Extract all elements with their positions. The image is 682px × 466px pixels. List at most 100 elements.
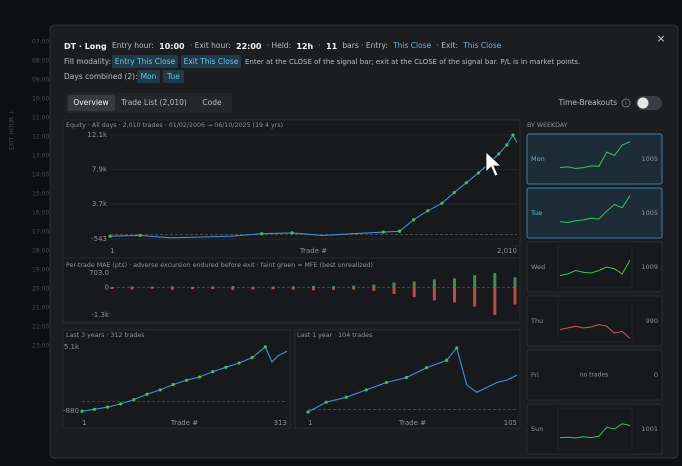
panel <box>294 329 521 429</box>
new-high-point <box>324 400 328 404</box>
weekday-card[interactable] <box>526 187 663 239</box>
close-button[interactable]: × <box>656 32 665 45</box>
x-tick-label: 2,010 <box>497 247 517 255</box>
excursion-bar <box>150 286 154 288</box>
new-high-point <box>108 234 112 238</box>
new-high-point <box>505 143 509 147</box>
spark-frame <box>557 299 633 343</box>
panel <box>62 329 291 429</box>
weekday-card[interactable] <box>526 403 663 455</box>
hour-label: 11:00 <box>32 115 49 122</box>
weekday-count: 1005 <box>641 155 658 163</box>
y-tick-label: -880 <box>63 407 79 415</box>
excursion-bar <box>211 286 215 288</box>
header-text: Entry hour: <box>112 41 154 50</box>
chart-title: Last 3 years · 312 trades <box>66 332 145 339</box>
excursion-bar <box>372 287 376 291</box>
new-high-point <box>158 388 162 392</box>
chip <box>181 55 241 68</box>
excursion-bar <box>231 286 235 288</box>
x-axis-label: Trade # <box>299 247 327 255</box>
sparkline <box>559 195 631 224</box>
hour-label: 12:00 <box>32 134 49 141</box>
toggle-knob <box>637 97 649 109</box>
hour-label: 08:00 <box>32 58 49 65</box>
tab[interactable]: Trade List (2,010) <box>120 98 187 107</box>
excursion-bar <box>311 287 315 291</box>
chip-text: Exit This Close <box>184 57 239 66</box>
new-high-point <box>211 370 215 374</box>
x-axis-label: Trade # <box>170 419 198 427</box>
excursion-bar <box>150 287 154 289</box>
new-high-point <box>198 375 202 379</box>
tab[interactable]: Overview <box>73 98 108 107</box>
excursion-bar <box>271 286 275 288</box>
x-tick-label: 1 <box>110 247 114 255</box>
header-text: bars · Entry: <box>342 41 387 50</box>
excursion-bar <box>473 287 477 307</box>
header-text: · <box>318 41 320 50</box>
new-high-point <box>138 233 142 237</box>
excursion-bar <box>231 287 235 290</box>
excursion-bar <box>513 287 517 305</box>
tab[interactable]: Code <box>202 98 222 107</box>
excursion-bar <box>291 286 295 288</box>
x-tick-label: 313 <box>274 419 287 427</box>
excursion-bar <box>211 287 215 289</box>
weekday-card[interactable] <box>526 349 663 401</box>
weekday-count: 0 <box>654 371 658 379</box>
y-tick-label: 0 <box>105 284 109 292</box>
excursion-bar <box>170 286 174 288</box>
hour-label: 19:00 <box>32 267 49 274</box>
weekday-card[interactable] <box>526 241 663 293</box>
new-high-point <box>426 209 430 213</box>
excursion-bar <box>372 284 376 288</box>
header-text: · Held: <box>267 41 291 50</box>
y-tick-label: 703.0 <box>89 269 109 277</box>
spark-frame <box>557 407 633 451</box>
excursion-bar <box>251 286 255 288</box>
weekday-name: Tue <box>530 209 542 217</box>
y-tick-label: 12.1k <box>87 131 108 139</box>
excursion-bar <box>392 282 396 288</box>
toggle-label: Time-Breakouts <box>558 98 617 107</box>
chip <box>112 55 178 68</box>
new-high-point <box>511 133 515 137</box>
new-high-point <box>119 402 123 406</box>
header-link[interactable]: This Close <box>462 41 502 50</box>
new-high-point <box>412 218 416 222</box>
weekday-count: 1005 <box>641 209 658 217</box>
chart-title: Per-trade MAE (pts) · adverse excursion … <box>66 262 373 269</box>
weekday-name: Sun <box>531 425 543 433</box>
y-tick-label: 7.9k <box>92 166 108 174</box>
info-icon[interactable] <box>621 98 631 108</box>
x-tick-label: 1 <box>82 419 86 427</box>
header-link[interactable]: This Close <box>392 41 432 50</box>
new-high-point <box>397 229 402 233</box>
tab-active <box>68 95 115 111</box>
weekday-card[interactable] <box>526 295 663 347</box>
chip-text: Mon <box>141 72 157 81</box>
new-high-point <box>384 380 388 385</box>
new-high-point <box>464 181 468 185</box>
y-tick-label: -1.3k <box>91 311 110 319</box>
hour-label: 17:00 <box>32 229 49 236</box>
new-high-point <box>306 410 310 414</box>
spark-frame <box>557 137 633 181</box>
excursion-bar <box>332 287 336 290</box>
panel <box>62 257 521 323</box>
excursion-bar <box>412 281 416 288</box>
excursion-bar <box>130 286 134 288</box>
new-high-point <box>260 232 264 236</box>
excursion-bar <box>110 287 114 289</box>
weekday-note: no trades <box>580 372 609 379</box>
excursion-bar <box>311 285 315 288</box>
sparkline <box>559 259 631 277</box>
x-axis-label: Trade # <box>398 419 426 427</box>
x-tick-label: 105 <box>504 419 517 427</box>
excursion-bar <box>392 287 396 295</box>
sparkline <box>559 323 631 339</box>
weekday-card[interactable] <box>526 133 663 185</box>
new-high-point <box>404 375 409 380</box>
new-high-point <box>290 231 294 235</box>
